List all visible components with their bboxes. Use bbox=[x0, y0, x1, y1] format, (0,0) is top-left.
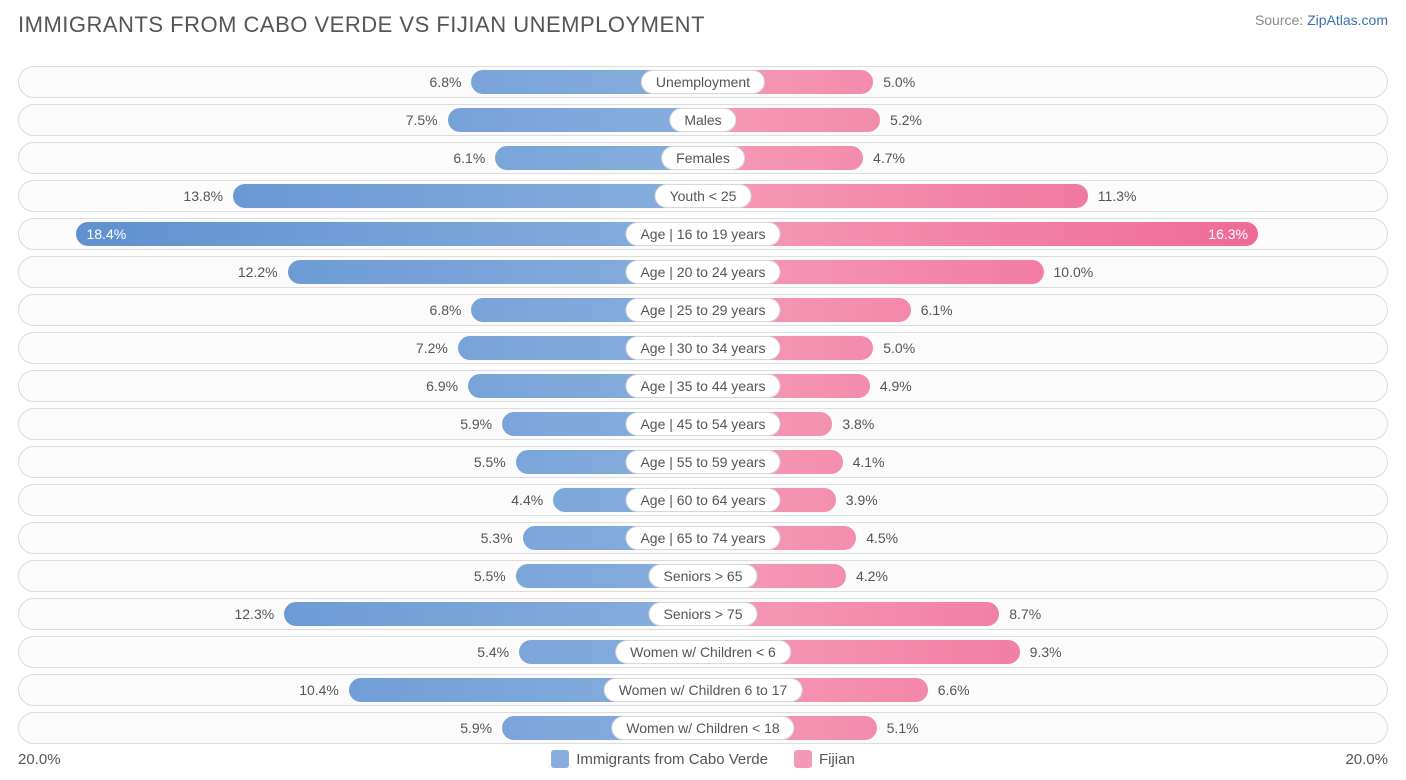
bar-right-value: 3.9% bbox=[846, 492, 878, 508]
chart-row: 6.8% 5.0% Unemployment bbox=[18, 66, 1388, 98]
bar-left: 7.5% bbox=[448, 108, 703, 132]
source-attribution: Source: ZipAtlas.com bbox=[1255, 12, 1388, 28]
bar-left-value: 5.5% bbox=[474, 454, 506, 470]
chart-row: 6.1% 4.7% Females bbox=[18, 142, 1388, 174]
bar-left-value: 18.4% bbox=[86, 226, 126, 242]
category-label: Age | 45 to 54 years bbox=[625, 412, 780, 436]
chart-row: 5.9% 5.1% Women w/ Children < 18 bbox=[18, 712, 1388, 744]
category-label: Age | 55 to 59 years bbox=[625, 450, 780, 474]
chart-row: 18.4% 16.3% Age | 16 to 19 years bbox=[18, 218, 1388, 250]
chart-row: 7.2% 5.0% Age | 30 to 34 years bbox=[18, 332, 1388, 364]
bar-left-value: 6.8% bbox=[430, 302, 462, 318]
bar-right-value: 5.1% bbox=[887, 720, 919, 736]
diverging-bar-chart: 6.8% 5.0% Unemployment 7.5% 5.2% Males 6.1% 4.7… bbox=[18, 66, 1388, 744]
bar-right: 16.3% bbox=[703, 222, 1258, 246]
category-label: Age | 65 to 74 years bbox=[625, 526, 780, 550]
bar-left-value: 5.4% bbox=[477, 644, 509, 660]
bar-right-value: 8.7% bbox=[1009, 606, 1041, 622]
category-label: Women w/ Children 6 to 17 bbox=[604, 678, 803, 702]
bar-left-value: 5.3% bbox=[481, 530, 513, 546]
bar-left: 18.4% bbox=[76, 222, 703, 246]
bar-left-value: 5.9% bbox=[460, 416, 492, 432]
category-label: Seniors > 75 bbox=[649, 602, 758, 626]
legend-label-left: Immigrants from Cabo Verde bbox=[576, 751, 768, 768]
chart-row: 7.5% 5.2% Males bbox=[18, 104, 1388, 136]
chart-title: IMMIGRANTS FROM CABO VERDE VS FIJIAN UNE… bbox=[18, 12, 705, 38]
chart-row: 4.4% 3.9% Age | 60 to 64 years bbox=[18, 484, 1388, 516]
axis-and-legend: 20.0% Immigrants from Cabo Verde Fijian … bbox=[18, 750, 1388, 768]
bar-left-value: 13.8% bbox=[183, 188, 223, 204]
bar-left-value: 4.4% bbox=[511, 492, 543, 508]
bar-left-value: 5.9% bbox=[460, 720, 492, 736]
category-label: Females bbox=[661, 146, 745, 170]
legend: Immigrants from Cabo Verde Fijian bbox=[551, 750, 855, 768]
chart-header: IMMIGRANTS FROM CABO VERDE VS FIJIAN UNE… bbox=[18, 12, 1388, 38]
legend-swatch-left bbox=[551, 750, 569, 768]
legend-label-right: Fijian bbox=[819, 751, 855, 768]
category-label: Unemployment bbox=[641, 70, 765, 94]
category-label: Women w/ Children < 6 bbox=[615, 640, 791, 664]
category-label: Age | 35 to 44 years bbox=[625, 374, 780, 398]
category-label: Youth < 25 bbox=[655, 184, 752, 208]
bar-right: 11.3% bbox=[703, 184, 1088, 208]
chart-row: 5.3% 4.5% Age | 65 to 74 years bbox=[18, 522, 1388, 554]
bar-right-value: 4.5% bbox=[866, 530, 898, 546]
chart-row: 13.8%11.3%Youth < 25 bbox=[18, 180, 1388, 212]
source-link[interactable]: ZipAtlas.com bbox=[1307, 12, 1388, 28]
bar-right-value: 5.0% bbox=[883, 74, 915, 90]
bar-right-value: 5.0% bbox=[883, 340, 915, 356]
chart-row: 6.9% 4.9% Age | 35 to 44 years bbox=[18, 370, 1388, 402]
chart-row: 12.2% 10.0% Age | 20 to 24 years bbox=[18, 256, 1388, 288]
category-label: Age | 25 to 29 years bbox=[625, 298, 780, 322]
chart-row: 10.4% 6.6% Women w/ Children 6 to 17 bbox=[18, 674, 1388, 706]
bar-left-value: 6.9% bbox=[426, 378, 458, 394]
source-label: Source: bbox=[1255, 12, 1303, 28]
bar-left-value: 12.2% bbox=[238, 264, 278, 280]
bar-left-value: 7.2% bbox=[416, 340, 448, 356]
bar-right-value: 4.9% bbox=[880, 378, 912, 394]
category-label: Age | 20 to 24 years bbox=[625, 260, 780, 284]
bar-left: 12.3% bbox=[284, 602, 703, 626]
bar-right-value: 11.3% bbox=[1098, 188, 1137, 204]
category-label: Seniors > 65 bbox=[649, 564, 758, 588]
bar-right-value: 4.2% bbox=[856, 568, 888, 584]
category-label: Age | 16 to 19 years bbox=[625, 222, 780, 246]
bar-left-value: 6.8% bbox=[430, 74, 462, 90]
axis-left-max: 20.0% bbox=[18, 751, 61, 768]
legend-item-left: Immigrants from Cabo Verde bbox=[551, 750, 768, 768]
bar-left-value: 5.5% bbox=[474, 568, 506, 584]
legend-swatch-right bbox=[794, 750, 812, 768]
bar-right-value: 5.2% bbox=[890, 112, 922, 128]
bar-left-value: 7.5% bbox=[406, 112, 438, 128]
bar-right-value: 6.6% bbox=[938, 682, 970, 698]
axis-right-max: 20.0% bbox=[1345, 751, 1388, 768]
category-label: Age | 60 to 64 years bbox=[625, 488, 780, 512]
chart-row: 6.8% 6.1% Age | 25 to 29 years bbox=[18, 294, 1388, 326]
chart-row: 5.4% 9.3% Women w/ Children < 6 bbox=[18, 636, 1388, 668]
legend-item-right: Fijian bbox=[794, 750, 855, 768]
chart-row: 12.3% 8.7% Seniors > 75 bbox=[18, 598, 1388, 630]
bar-right-value: 4.7% bbox=[873, 150, 905, 166]
bar-right-value: 6.1% bbox=[921, 302, 953, 318]
bar-left-value: 6.1% bbox=[453, 150, 485, 166]
bar-right-value: 10.0% bbox=[1054, 264, 1094, 280]
bar-left-value: 10.4% bbox=[299, 682, 339, 698]
chart-row: 5.5% 4.2% Seniors > 65 bbox=[18, 560, 1388, 592]
chart-row: 5.5% 4.1% Age | 55 to 59 years bbox=[18, 446, 1388, 478]
bar-right-value: 16.3% bbox=[1208, 226, 1248, 242]
bar-left-value: 12.3% bbox=[234, 606, 274, 622]
bar-right-value: 3.8% bbox=[842, 416, 874, 432]
bar-right-value: 4.1% bbox=[853, 454, 885, 470]
category-label: Males bbox=[669, 108, 736, 132]
category-label: Women w/ Children < 18 bbox=[611, 716, 794, 740]
chart-row: 5.9% 3.8% Age | 45 to 54 years bbox=[18, 408, 1388, 440]
bar-right-value: 9.3% bbox=[1030, 644, 1062, 660]
category-label: Age | 30 to 34 years bbox=[625, 336, 780, 360]
bar-left: 13.8% bbox=[233, 184, 703, 208]
